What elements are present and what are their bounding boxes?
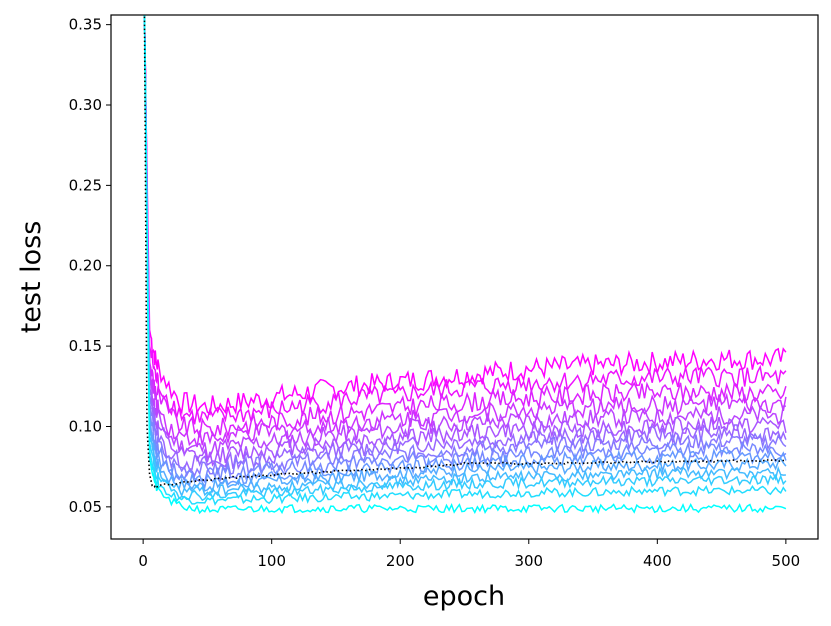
series-line-5 xyxy=(143,15,787,467)
series-line-13 xyxy=(143,15,787,506)
x-tick-label: 300 xyxy=(514,552,543,570)
x-tick-label: 500 xyxy=(772,552,801,570)
y-tick-label: 0.10 xyxy=(69,417,102,435)
series-line-8 xyxy=(143,15,787,484)
series-line-2 xyxy=(143,15,787,439)
y-tick-label: 0.30 xyxy=(69,96,102,114)
y-axis: 0.05 0.10 0.15 0.20 0.25 0.30 0.35 xyxy=(69,16,111,516)
plot-area-frame xyxy=(110,14,819,540)
series-line-9 xyxy=(143,15,787,490)
series-line-dotted xyxy=(143,15,786,489)
x-axis: 0 100 200 300 400 500 xyxy=(138,539,800,570)
x-tick-label: 200 xyxy=(386,552,415,570)
series-line-1 xyxy=(143,15,787,425)
x-tick-label: 400 xyxy=(643,552,672,570)
series-layer xyxy=(143,15,787,515)
x-axis-label: epoch xyxy=(423,581,505,612)
series-line-7 xyxy=(143,15,787,478)
y-tick-label: 0.15 xyxy=(69,337,102,355)
y-axis-label: test loss xyxy=(16,221,47,334)
series-line-3 xyxy=(143,15,787,448)
x-tick-label: 0 xyxy=(138,552,148,570)
series-line-12 xyxy=(143,15,787,502)
y-tick-label: 0.35 xyxy=(69,16,102,34)
y-tick-label: 0.05 xyxy=(69,498,102,516)
y-tick-label: 0.20 xyxy=(69,257,102,275)
y-tick-label: 0.25 xyxy=(69,176,102,194)
series-line-14 xyxy=(143,15,787,515)
x-tick-label: 100 xyxy=(257,552,286,570)
series-line-4 xyxy=(143,15,786,459)
